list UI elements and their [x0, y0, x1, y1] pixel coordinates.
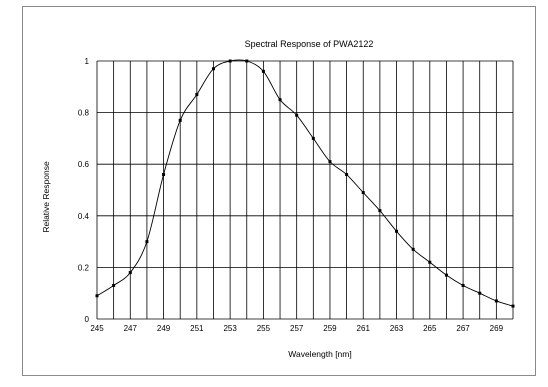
x-tick-label: 257	[290, 324, 304, 333]
data-point	[428, 260, 432, 264]
x-tick-label: 269	[490, 324, 504, 333]
data-point	[461, 283, 465, 287]
y-axis-label: Relative Response	[41, 161, 51, 233]
data-point	[378, 209, 382, 213]
data-point	[261, 69, 265, 73]
spectral-response-chart: Spectral Response of PWA2122 245 247 249 25…	[41, 39, 515, 359]
data-point	[128, 271, 132, 275]
data-point	[145, 240, 149, 244]
x-tick-label: 253	[223, 324, 237, 333]
data-point	[228, 59, 232, 63]
x-tick-label: 259	[323, 324, 337, 333]
data-point	[195, 93, 199, 97]
chart-frame: Spectral Response of PWA2122 245 247 249 25…	[22, 6, 536, 376]
data-point	[95, 294, 99, 298]
x-tick-label: 247	[124, 324, 138, 333]
data-point	[162, 173, 166, 177]
data-point	[345, 173, 349, 177]
y-tick-label: 0.8	[78, 109, 90, 118]
grid-lines	[96, 60, 514, 320]
y-tick-label: 0.2	[78, 263, 90, 272]
x-tick-label: 265	[423, 324, 437, 333]
x-tick-label: 255	[257, 324, 271, 333]
data-point	[245, 59, 249, 63]
data-point	[178, 118, 182, 122]
data-point	[494, 299, 498, 303]
y-tick-label: 0.6	[78, 160, 90, 169]
x-tick-label: 249	[157, 324, 171, 333]
data-point	[411, 247, 415, 251]
y-tick-label: 1	[85, 57, 90, 66]
x-tick-label: 263	[390, 324, 404, 333]
data-point	[112, 283, 116, 287]
data-point	[395, 229, 399, 233]
chart-title: Spectral Response of PWA2122	[245, 39, 374, 49]
data-point	[361, 191, 365, 195]
x-axis-label: Wavelength [nm]	[288, 349, 351, 359]
x-tick-label: 267	[456, 324, 470, 333]
x-tick-label: 261	[357, 324, 371, 333]
tick-labels: 245 247 249 251 253 255 257 259 261 263 265 267 269 0…	[78, 57, 504, 333]
data-point	[444, 273, 448, 277]
data-point	[211, 67, 215, 71]
data-points	[95, 59, 515, 308]
data-point	[511, 304, 515, 308]
series-line	[96, 59, 514, 307]
x-tick-label: 251	[190, 324, 204, 333]
x-tick-label: 245	[90, 324, 104, 333]
data-point	[328, 160, 332, 164]
y-tick-label: 0	[85, 315, 90, 324]
data-point	[311, 136, 315, 140]
data-point	[295, 113, 299, 117]
data-point	[278, 98, 282, 102]
y-tick-label: 0.4	[78, 212, 90, 221]
data-point	[478, 291, 482, 295]
